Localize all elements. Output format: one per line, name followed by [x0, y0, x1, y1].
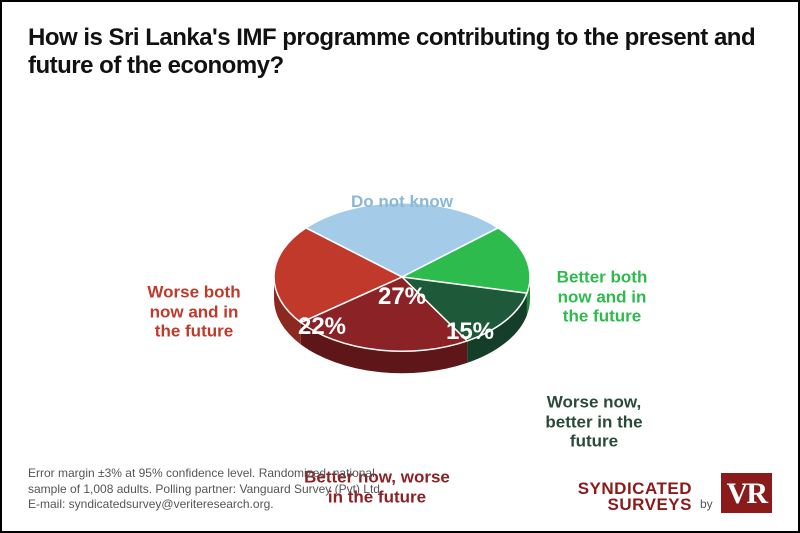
brand-text: SYNDICATED SURVEYS — [578, 481, 692, 513]
slice-percent: 13% — [441, 366, 489, 394]
footnote-line: sample of 1,008 adults. Polling partner:… — [28, 482, 383, 498]
brand-logo: VR — [721, 473, 772, 513]
slice-label: Worse bothnow and inthe future — [147, 283, 240, 342]
footer: Error margin ±3% at 95% confidence level… — [28, 466, 772, 513]
chart-title: How is Sri Lanka's IMF programme contrib… — [28, 24, 772, 79]
slice-percent: 15% — [446, 318, 494, 346]
slice-label: Do not know — [351, 192, 453, 212]
brand-by: by — [700, 497, 713, 511]
slice-percent: 27% — [378, 283, 426, 311]
slice-percent: 22% — [298, 313, 346, 341]
slice-label: Better bothnow and inthe future — [557, 268, 648, 327]
slice-label: Worse now,better in thefuture — [545, 393, 642, 452]
slice-percent: 23% — [368, 391, 416, 419]
footnote-line: Error margin ±3% at 95% confidence level… — [28, 466, 383, 482]
chart-card: How is Sri Lanka's IMF programme contrib… — [0, 0, 800, 533]
footnote-text: Error margin ±3% at 95% confidence level… — [28, 466, 383, 513]
brand-block: SYNDICATED SURVEYS by VR — [578, 473, 772, 513]
footnote-line: E-mail: syndicatedsurvey@veriteresearch.… — [28, 497, 383, 513]
brand-line2: SURVEYS — [578, 497, 692, 513]
pie-chart: Do not know 27% Better bothnow and inthe f… — [2, 97, 800, 437]
